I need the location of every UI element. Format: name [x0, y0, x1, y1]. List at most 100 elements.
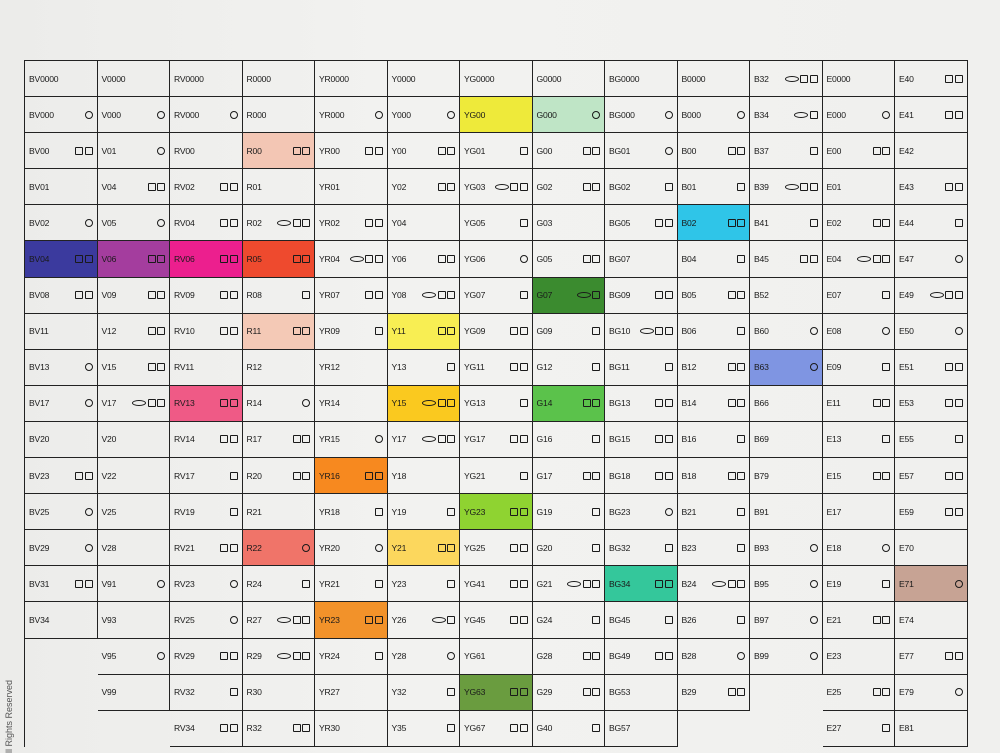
color-cell: V17 [97, 385, 170, 422]
color-code-label: V25 [101, 506, 117, 517]
color-code-label: BV0000 [29, 73, 59, 84]
color-code-label: E17 [826, 506, 842, 517]
marker-type-icons [737, 327, 745, 336]
marker-type-icons [727, 399, 745, 408]
color-cell: Y00 [387, 133, 460, 170]
square-icon [220, 435, 228, 444]
color-cell: YR30 [315, 710, 388, 747]
color-cell: Y32 [387, 674, 460, 711]
color-cell: E51 [895, 349, 968, 386]
circle-icon [809, 363, 818, 372]
square-icon [727, 291, 736, 300]
color-cell: YG23 [460, 494, 533, 531]
color-cell: E00 [822, 133, 895, 170]
color-code-label: BG49 [609, 651, 631, 662]
color-cell: BV08 [25, 277, 98, 314]
marker-type-icons [365, 218, 383, 227]
square-icon [655, 435, 663, 444]
color-cell: E09 [822, 349, 895, 386]
color-code-label: V15 [101, 362, 117, 373]
color-code-label: YG03 [464, 181, 486, 192]
square-icon [592, 543, 600, 552]
square-icon [800, 74, 808, 83]
color-cell: Y28 [387, 638, 460, 675]
ellipse-icon [794, 111, 808, 118]
color-cell: B39 [750, 169, 823, 206]
marker-type-icons [882, 435, 890, 444]
color-cell: B05 [677, 277, 750, 314]
ellipse-icon [431, 616, 446, 623]
color-code-label: G02 [536, 181, 553, 192]
marker-type-icons [220, 724, 238, 733]
circle-icon [954, 255, 963, 264]
square-icon [737, 507, 745, 516]
color-cell: G29 [532, 674, 605, 711]
color-code-label: E21 [826, 614, 842, 625]
color-code-label: V04 [101, 181, 117, 192]
square-icon [229, 724, 238, 733]
marker-type-icons [784, 182, 818, 191]
marker-type-icons [519, 399, 528, 408]
color-code-label: BG15 [609, 434, 631, 445]
square-icon [157, 291, 165, 300]
square-icon [737, 255, 745, 264]
color-code-label: B16 [681, 434, 697, 445]
square-icon [664, 218, 673, 227]
marker-type-icons [220, 399, 238, 408]
color-code-label: BV29 [29, 542, 50, 553]
color-cell: E70 [895, 530, 968, 567]
marker-type-icons [374, 579, 383, 588]
color-cell: BG10 [605, 313, 678, 350]
marker-type-icons [365, 291, 383, 300]
color-cell: BV34 [25, 602, 98, 639]
color-cell: V95 [97, 638, 170, 675]
color-cell: BG09 [605, 277, 678, 314]
color-code-label: V06 [101, 254, 117, 265]
color-code-label: E71 [899, 578, 914, 589]
square-icon [447, 615, 455, 624]
marker-type-icons [229, 579, 238, 588]
color-cell: R14 [242, 385, 315, 422]
color-code-label: B18 [681, 470, 697, 481]
color-cell: E47 [895, 241, 968, 278]
square-icon [374, 615, 383, 624]
marker-type-icons [84, 399, 93, 408]
marker-type-icons [510, 579, 528, 588]
circle-icon [229, 615, 238, 624]
circle-icon [447, 652, 455, 661]
color-code-label: G29 [536, 687, 553, 698]
color-cell: R000 [242, 97, 315, 134]
square-icon [302, 652, 310, 661]
square-icon [582, 255, 591, 264]
color-code-label: YG07 [464, 290, 486, 301]
color-code-label: BG02 [609, 181, 631, 192]
marker-type-icons [945, 399, 963, 408]
color-code-label: YG41 [464, 578, 486, 589]
color-cell: B52 [750, 277, 823, 314]
color-cell: R0000 [242, 61, 315, 98]
marker-type-icons [872, 688, 890, 697]
circle-icon [157, 218, 165, 227]
square-icon [954, 435, 963, 444]
color-cell: V15 [97, 349, 170, 386]
color-cell: RV21 [170, 530, 243, 567]
color-cell: R01 [242, 169, 315, 206]
color-cell: RV23 [170, 566, 243, 603]
color-code-label: YG45 [464, 614, 486, 625]
square-icon [592, 724, 600, 733]
color-code-label: BG09 [609, 290, 631, 301]
marker-type-icons [954, 255, 963, 264]
color-cell: RV02 [170, 169, 243, 206]
color-cell: G14 [532, 385, 605, 422]
marker-type-icons [277, 615, 310, 624]
color-code-label: G40 [536, 723, 553, 734]
color-cell: YR12 [315, 349, 388, 386]
color-cell [678, 711, 751, 747]
color-code-label: E25 [826, 687, 842, 698]
color-cell: BG11 [605, 349, 678, 386]
marker-type-icons [655, 435, 673, 444]
square-icon [302, 724, 310, 733]
color-cell: E49 [895, 277, 968, 314]
square-icon [292, 615, 301, 624]
color-code-label: YG00 [464, 109, 486, 120]
